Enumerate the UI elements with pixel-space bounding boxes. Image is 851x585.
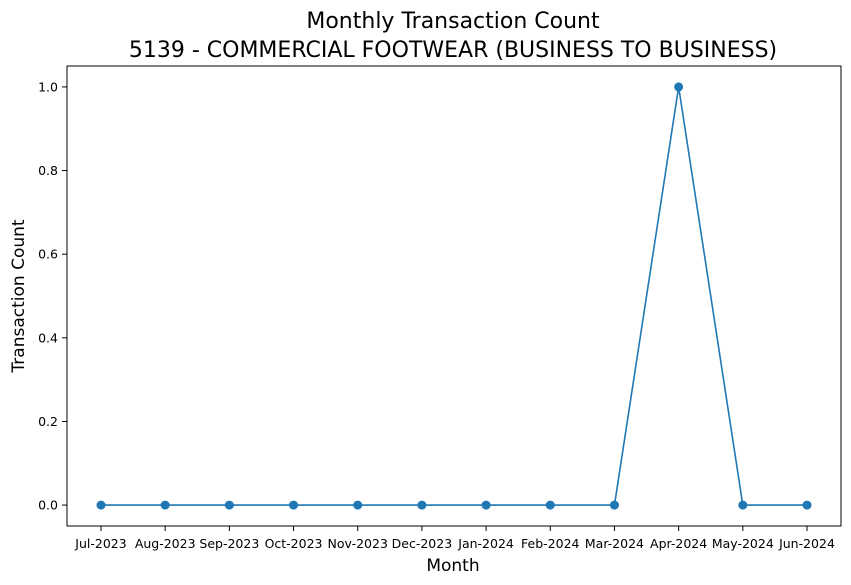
data-point (481, 500, 491, 510)
data-point (545, 500, 555, 510)
data-point (738, 500, 748, 510)
y-tick-label: 0.8 (38, 163, 58, 178)
data-point (353, 500, 363, 510)
x-tick-label: Feb-2024 (521, 536, 580, 551)
x-tick-label: Nov-2023 (328, 536, 388, 551)
y-tick-label: 0.4 (38, 330, 58, 345)
plot-area (66, 65, 842, 527)
data-point (160, 500, 170, 510)
x-tick-label: May-2024 (712, 536, 774, 551)
x-tick-label: Apr-2024 (650, 536, 707, 551)
x-tick-label: Sep-2023 (199, 536, 259, 551)
data-point (224, 500, 234, 510)
x-tick-label: Dec-2023 (392, 536, 453, 551)
y-tick-label: 0.2 (38, 414, 58, 429)
x-tick-label: Jun-2024 (778, 536, 835, 551)
data-point (802, 500, 812, 510)
data-point (96, 500, 106, 510)
x-tick-label: Jul-2023 (74, 536, 126, 551)
series-group (96, 82, 812, 510)
series-line (101, 86, 807, 506)
x-axis-label: Month (426, 556, 479, 576)
y-tick-label: 0.6 (38, 247, 58, 262)
y-tick-label: 1.0 (38, 79, 58, 94)
x-tick-label: Mar-2024 (585, 536, 644, 551)
x-tick-label: Jan-2024 (457, 536, 514, 551)
data-point (289, 500, 299, 510)
y-tick-label: 0.0 (38, 498, 58, 513)
data-point (609, 500, 619, 510)
y-axis: 0.0 0.2 0.4 0.6 0.8 1.0 (38, 79, 67, 513)
chart-title-line2: 5139 - COMMERCIAL FOOTWEAR (BUSINESS TO … (129, 38, 777, 63)
y-axis-label: Transaction Count (9, 219, 29, 373)
x-tick-label: Aug-2023 (135, 536, 196, 551)
chart-title-line1: Monthly Transaction Count (306, 9, 600, 34)
x-axis: Jul-2023 Aug-2023 Sep-2023 Oct-2023 Nov-2023… (74, 526, 835, 551)
data-point (417, 500, 427, 510)
data-point (674, 82, 684, 92)
x-tick-label: Oct-2023 (265, 536, 323, 551)
